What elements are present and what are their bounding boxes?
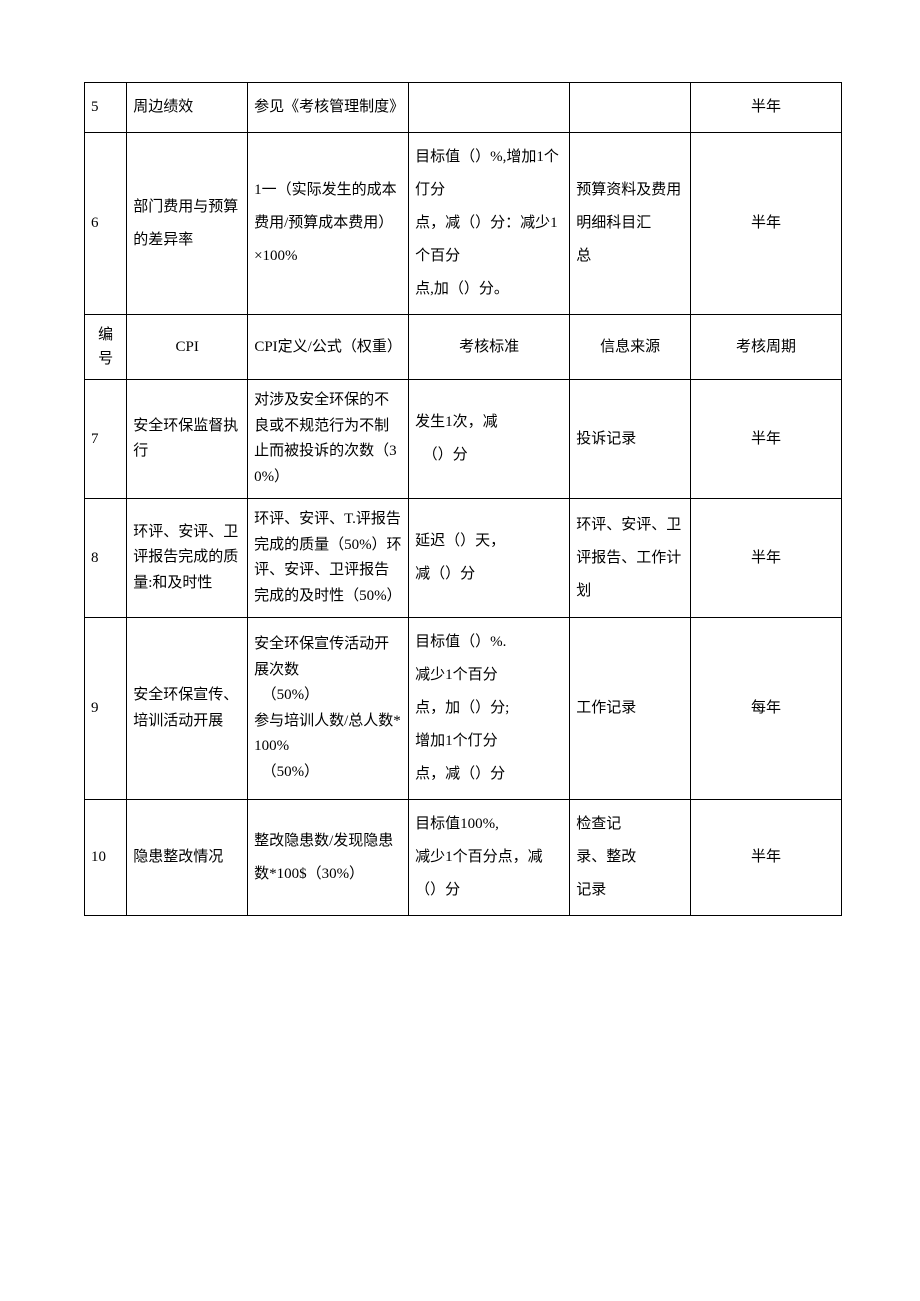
table-row: 8环评、安评、卫评报告完成的质量:和及时性环评、安评、T.评报告完成的质量（50… xyxy=(85,499,842,618)
table-row: 7安全环保监督执行对涉及安全环保的不良或不规范行为不制止而被投诉的次数（30%）… xyxy=(85,380,842,499)
assessment-standard: 目标值（）%,增加1个仃分点，减（）分：减少1个百分点,加（）分。 xyxy=(409,133,570,315)
info-source: 工作记录 xyxy=(570,618,691,800)
cpi-name: 环评、安评、卫评报告完成的质量:和及时性 xyxy=(127,499,248,618)
cpi-name: 安全环保宣传、培训活动开展 xyxy=(127,618,248,800)
assessment-table: 5周边绩效参见《考核管理制度》半年6部门费用与预算的差异率1一（实际发生的成本费… xyxy=(84,82,842,916)
assessment-period: 半年 xyxy=(690,83,841,133)
assessment-period: 半年 xyxy=(690,380,841,499)
row-number: 6 xyxy=(85,133,127,315)
row-number: 5 xyxy=(85,83,127,133)
cpi-name: CPI xyxy=(127,315,248,380)
assessment-period: 半年 xyxy=(690,133,841,315)
cpi-definition: 对涉及安全环保的不良或不规范行为不制止而被投诉的次数（30%） xyxy=(248,380,409,499)
row-number: 7 xyxy=(85,380,127,499)
cpi-definition: 环评、安评、T.评报告完成的质量（50%）环评、安评、卫评报告完成的及时性（50… xyxy=(248,499,409,618)
assessment-standard: 目标值（）%.减少1个百分点，加（）分;增加1个仃分点，减（）分 xyxy=(409,618,570,800)
assessment-standard: 延迟（）天，减（）分 xyxy=(409,499,570,618)
table-row: 6部门费用与预算的差异率1一（实际发生的成本费用/预算成本费用）×100%目标值… xyxy=(85,133,842,315)
cpi-definition: 整改隐患数/发现隐患数*100$（30%） xyxy=(248,800,409,916)
cpi-name: 周边绩效 xyxy=(127,83,248,133)
row-number: 8 xyxy=(85,499,127,618)
table-row: 编号CPICPI定义/公式（权重）考核标准信息来源考核周期 xyxy=(85,315,842,380)
cpi-definition: 1一（实际发生的成本费用/预算成本费用）×100% xyxy=(248,133,409,315)
assessment-standard: 目标值100%,减少1个百分点，减（）分 xyxy=(409,800,570,916)
row-number: 10 xyxy=(85,800,127,916)
assessment-standard: 发生1次，减 （）分 xyxy=(409,380,570,499)
assessment-period: 考核周期 xyxy=(690,315,841,380)
table-row: 9安全环保宣传、培训活动开展安全环保宣传活动开展次数 （50%）参与培训人数/总… xyxy=(85,618,842,800)
cpi-name: 隐患整改情况 xyxy=(127,800,248,916)
info-source xyxy=(570,83,691,133)
table-row: 10隐患整改情况整改隐患数/发现隐患数*100$（30%）目标值100%,减少1… xyxy=(85,800,842,916)
info-source: 环评、安评、卫评报告、工作计划 xyxy=(570,499,691,618)
row-number: 编号 xyxy=(85,315,127,380)
assessment-period: 半年 xyxy=(690,499,841,618)
cpi-definition: 参见《考核管理制度》 xyxy=(248,83,409,133)
assessment-standard xyxy=(409,83,570,133)
assessment-standard: 考核标准 xyxy=(409,315,570,380)
info-source: 预算资料及费用明细科目汇总 xyxy=(570,133,691,315)
cpi-definition: CPI定义/公式（权重） xyxy=(248,315,409,380)
info-source: 投诉记录 xyxy=(570,380,691,499)
row-number: 9 xyxy=(85,618,127,800)
assessment-period: 每年 xyxy=(690,618,841,800)
table-row: 5周边绩效参见《考核管理制度》 半年 xyxy=(85,83,842,133)
info-source: 信息来源 xyxy=(570,315,691,380)
assessment-period: 半年 xyxy=(690,800,841,916)
cpi-definition: 安全环保宣传活动开展次数 （50%）参与培训人数/总人数*100% （50%） xyxy=(248,618,409,800)
cpi-name: 部门费用与预算的差异率 xyxy=(127,133,248,315)
cpi-name: 安全环保监督执行 xyxy=(127,380,248,499)
info-source: 检查记录、整改记录 xyxy=(570,800,691,916)
